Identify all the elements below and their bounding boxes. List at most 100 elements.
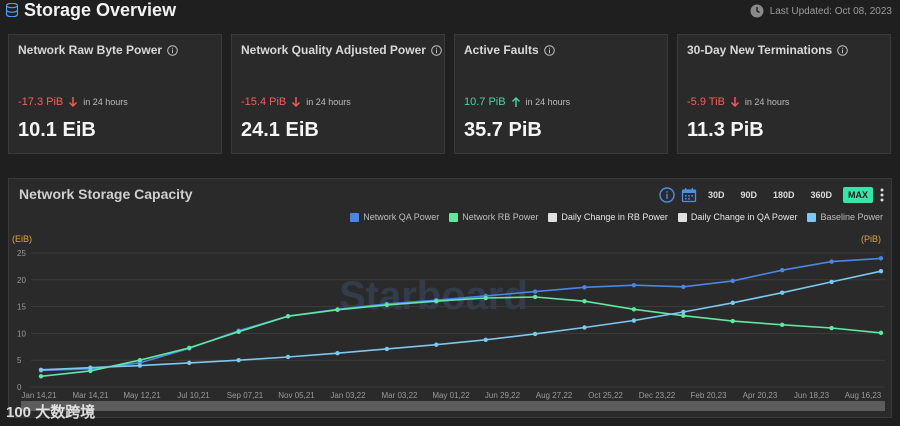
legend-item-qa-power[interactable]: Network QA Power [350,212,439,222]
range-90d-button[interactable]: 90D [740,190,757,200]
data-point [236,358,241,363]
info-icon[interactable] [167,44,178,56]
card-value: 11.3 PiB [687,119,764,141]
x-tick-label: Mar 03,22 [381,391,418,400]
left-axis-unit: (EiB) [12,234,32,244]
change-value: 10.7 PiB [464,96,506,108]
arrow-down-icon [69,97,78,107]
data-point [631,318,637,323]
x-tick-label: Apr 20,23 [743,391,778,400]
clock-icon [750,4,764,18]
range-max-button[interactable]: MAX [843,187,873,203]
x-tick-label: Jun 29,22 [485,391,521,400]
x-tick-label: Jul 10,21 [177,391,210,400]
x-tick-label: Aug 27,22 [536,391,573,400]
chart-panel: Network Storage Capacity 30D 90D 180D 36… [8,178,892,418]
legend-label: Network RB Power [462,212,539,222]
card-title: Active Faults [464,43,539,57]
y-tick-labels: 0 5 10 15 20 25 [17,249,26,392]
data-point [532,289,538,294]
info-icon[interactable] [431,44,442,56]
stat-cards: Network Raw Byte Power -17.3 PiB in 24 h… [8,34,892,156]
legend-label: Network QA Power [363,212,440,222]
change-period: in 24 hours [744,97,790,107]
y-tick-label: 5 [17,356,22,365]
data-point [730,300,735,306]
y-tick-label: 15 [17,303,26,312]
chart-grid [31,252,885,388]
chart-title: Network Storage Capacity [19,186,193,202]
change-value: -15.4 PiB [241,96,287,108]
data-point [38,374,44,379]
info-icon[interactable] [837,44,848,56]
card-title: 30-Day New Terminations [687,43,833,57]
data-point [88,365,93,370]
data-point [187,360,192,366]
data-point [335,307,340,313]
data-point [483,295,488,301]
data-point [681,309,686,315]
database-icon [6,3,18,17]
data-point [137,358,143,363]
data-point [730,318,735,324]
data-point [285,314,291,319]
range-30d-button[interactable]: 30D [707,190,725,200]
more-vertical-icon[interactable] [879,187,885,203]
x-tick-label: Jun 18,23 [794,391,830,400]
arrow-down-icon [292,97,301,107]
series-line-network-qa-power [40,257,882,372]
card-change: 10.7 PiB in 24 hours [464,96,570,108]
legend-item-baseline[interactable]: Baseline Power [807,212,883,222]
page-header: Storage Overview Last Updated: Oct 08, 2… [0,0,900,22]
info-icon[interactable] [543,44,555,56]
range-180d-button[interactable]: 180D [772,190,795,200]
data-point [38,367,44,373]
y-tick-label: 25 [17,249,26,258]
data-point [335,351,340,356]
change-period: in 24 hours [83,97,128,107]
data-point [829,325,834,331]
data-point [829,279,834,285]
data-point [137,363,143,368]
chart-series [38,256,884,379]
last-updated: Last Updated: Oct 08, 2023 [750,4,892,18]
legend-item-daily-rb[interactable]: Daily Change in RB Power [548,212,668,222]
legend-item-rb-power[interactable]: Network RB Power [449,212,538,222]
y-tick-label: 20 [17,276,26,285]
page-title: Storage Overview [24,0,177,20]
data-point [631,307,637,312]
data-point [681,284,686,289]
y-tick-label: 10 [17,329,26,338]
right-axis-unit: (PiB) [861,234,881,244]
change-value: -17.3 PiB [18,96,64,108]
card-change: -15.4 PiB in 24 hours [241,96,351,108]
calendar-icon[interactable] [681,187,697,203]
chart-range-scrollbar[interactable] [21,401,885,411]
data-point [878,330,884,336]
x-tick-label: Mar 14,21 [72,391,109,400]
change-value: -5.9 TiB [687,96,725,108]
x-tick-label: May 01,22 [432,391,470,400]
x-tick-label: May 12,21 [123,391,161,400]
data-point [187,345,192,351]
data-point [681,313,686,318]
x-tick-label: Jan 14,21 [21,391,57,400]
chart-legend: Network QA Power Network RB Power Daily … [350,212,883,222]
data-point [532,331,538,337]
x-tick-label: Dec 23,22 [639,391,676,400]
x-tick-labels: Jan 14,21 Mar 14,21 May 12,21 Jul 10,21 Sep … [21,391,881,400]
data-point [582,325,587,330]
data-point [878,256,884,261]
card-change: -5.9 TiB in 24 hours [687,96,789,108]
legend-item-daily-qa[interactable]: Daily Change in QA Power [677,212,797,222]
series-line-network-rb-power [40,296,882,378]
card-value: 10.1 EiB [18,119,96,141]
series-line-baseline-power [40,270,882,371]
data-point [88,368,93,374]
chart-controls: 30D 90D 180D 360D MAX [659,185,885,205]
info-icon[interactable] [659,187,675,203]
arrow-up-icon [511,97,520,107]
card-new-terminations: 30-Day New Terminations -5.9 TiB in 24 h… [677,34,891,154]
range-360d-button[interactable]: 360D [810,190,832,200]
scrollbar-thumb[interactable] [21,401,885,411]
